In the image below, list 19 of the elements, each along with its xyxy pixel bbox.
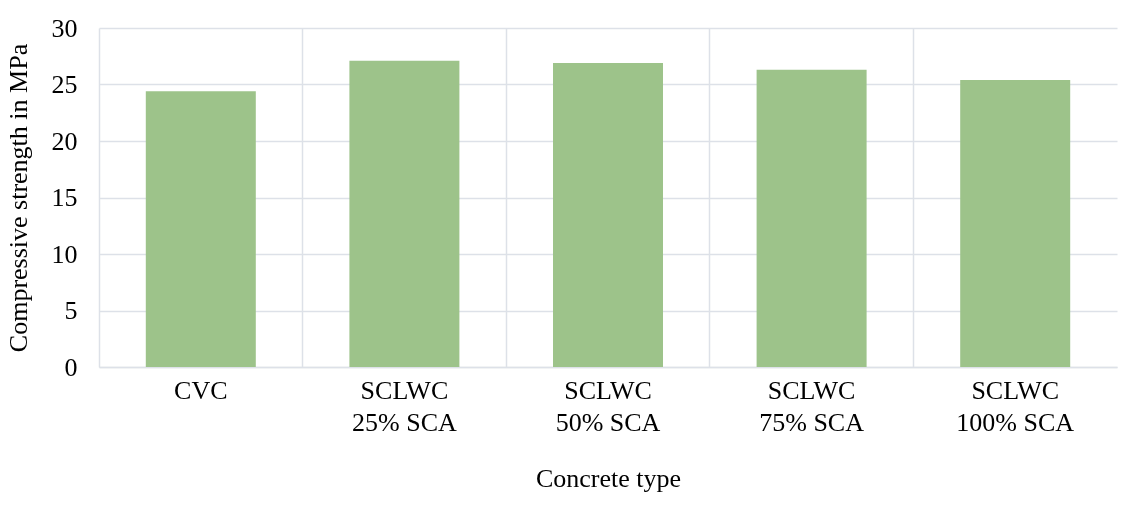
y-tick-label: 30 xyxy=(51,13,78,43)
x-tick-label: SCLWC 100% SCA xyxy=(956,375,1075,437)
y-tick-label: 5 xyxy=(64,296,78,325)
x-tick-label: CVC xyxy=(174,375,228,405)
x-tick-label: SCLWC 75% SCA xyxy=(759,375,865,437)
bar xyxy=(349,60,460,367)
x-tick-label: SCLWC 50% SCA xyxy=(555,375,661,437)
y-tick-label: 25 xyxy=(51,70,78,99)
bar xyxy=(960,79,1071,367)
y-tick-label: 15 xyxy=(51,183,78,212)
bar xyxy=(145,91,256,367)
bar xyxy=(756,69,867,367)
bar xyxy=(553,63,663,367)
y-tick-label: 0 xyxy=(64,352,78,382)
y-tick-label: 10 xyxy=(51,239,78,269)
y-tick-label: 20 xyxy=(51,126,78,156)
y-axis-title: Compressive strength in MPa xyxy=(3,43,33,353)
x-axis-title: Concrete type xyxy=(535,463,682,493)
x-tick-label: SCLWC 25% SCA xyxy=(352,375,457,437)
